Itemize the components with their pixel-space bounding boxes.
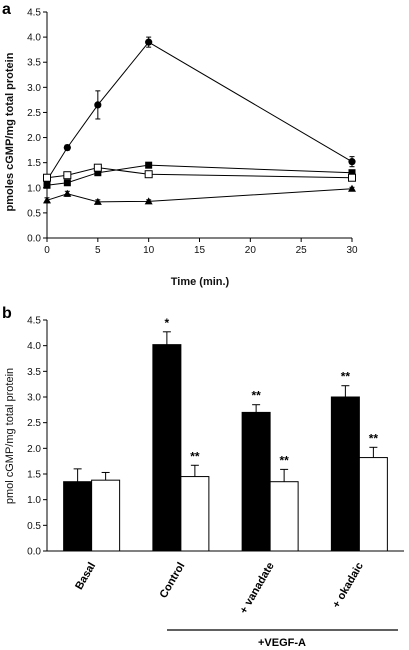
panel-b-bar	[269, 481, 299, 552]
panel-a-point	[63, 171, 72, 180]
panel-a-x-tick-label: 30	[346, 245, 358, 256]
panel-b-category-label: Control	[158, 561, 188, 601]
panel-b-y-tick-label: 4.5	[27, 316, 41, 327]
panel-a-y-tick-label: 4.5	[27, 8, 41, 19]
panel-b-significance-label: *	[165, 316, 170, 330]
panel-a-x-tick-label: 15	[194, 245, 206, 256]
panel-a-x-tick-label: 0	[44, 245, 50, 256]
panel-b-significance-label: **	[190, 449, 200, 463]
panel-a-point	[43, 173, 51, 182]
panel-b-significance-label: **	[369, 431, 379, 445]
panel-b-significance-label: **	[251, 389, 261, 403]
panel-a-point	[144, 197, 153, 205]
group-label: +VEGF-A	[258, 637, 306, 649]
panel-a-point	[94, 101, 102, 109]
panel-b: b pmol cGMP/mg total protein 0.0 0.5 1.0 1.…	[2, 305, 404, 649]
panel-b-bar	[241, 411, 271, 552]
panel-b-significance-label: **	[341, 370, 351, 384]
panel-a-series-line	[46, 41, 353, 181]
panel-b-category-label: Basal	[73, 561, 98, 592]
panel-a-y-tick-label: 2.5	[27, 108, 41, 119]
panel-a-y-tick-label: 1.5	[27, 158, 41, 169]
panel-b-bar	[63, 481, 93, 552]
panel-a-point	[145, 38, 153, 46]
panel-b-y-tick-label: 0.5	[27, 521, 41, 532]
panel-a-point	[144, 170, 153, 179]
panel-a-x-tick-label: 10	[143, 245, 155, 256]
panel-a-series-line	[46, 167, 353, 179]
panel-b-y-tick-label: 0.0	[27, 547, 41, 558]
panel-a-point	[348, 158, 356, 166]
panel-b-bar	[91, 479, 121, 552]
panel-a: a pmoles cGMP/mg total protein Time (min…	[2, 1, 358, 288]
panel-b-bar	[152, 344, 182, 552]
panel-b-bar	[358, 457, 388, 552]
panel-a-point	[43, 196, 51, 204]
panel-b-significance-label: **	[279, 453, 289, 467]
panel-b-y-tick-label: 3.5	[27, 367, 41, 378]
panel-a-point	[348, 169, 356, 177]
panel-b-category-label: + okadaic	[330, 561, 366, 611]
panel-a-point	[93, 163, 102, 172]
panel-a-point	[348, 173, 356, 182]
panel-a-x-axis-label: Time (min.)	[171, 276, 230, 288]
panel-b-y-tick-label: 1.0	[27, 495, 41, 506]
panel-a-point	[93, 197, 102, 205]
panel-b-y-tick-label: 2.5	[27, 418, 41, 429]
panel-a-y-axis-label: pmoles cGMP/mg total protein	[4, 52, 16, 211]
panel-a-y-tick-label: 0.0	[27, 234, 41, 245]
panel-b-bars: Basal***Control****+ vanadate****+ okada…	[63, 316, 388, 617]
panel-b-y-axis-label: pmol cGMP/mg total protein	[4, 368, 16, 504]
panel-a-y-tick-label: 3.5	[27, 58, 41, 69]
panel-a-point	[43, 181, 51, 189]
panel-a-point	[348, 184, 356, 192]
panel-a-series	[43, 36, 356, 205]
panel-b-category-label: + vanadate	[238, 561, 277, 617]
panel-b-y-tick-label: 1.5	[27, 470, 41, 481]
panel-a-point	[94, 169, 102, 177]
panel-a-point	[145, 161, 153, 169]
panel-a-label: a	[2, 1, 11, 18]
panel-b-bar	[180, 476, 210, 552]
panel-b-y-tick-label: 2.0	[27, 444, 41, 455]
panel-a-point	[63, 144, 71, 152]
panel-a-point	[63, 179, 71, 187]
panel-b-y-tick-label: 3.0	[27, 393, 41, 404]
panel-b-y-tick-label: 4.0	[27, 341, 41, 352]
panel-a-y-tick-label: 4.0	[27, 33, 41, 44]
panel-a-y-tick-label: 2.0	[27, 133, 41, 144]
panel-a-series-line	[46, 188, 353, 203]
panel-b-label: b	[2, 305, 12, 322]
panel-a-y-tick-label: 1.0	[27, 183, 41, 194]
panel-a-x-tick-label: 5	[95, 245, 101, 256]
panel-a-axes: 0.0 0.5 1.0 1.5 2.0 2.5 3.0 3.5 4.0 4.5 0 5 10 15 20 25…	[27, 8, 358, 257]
panel-b-bar	[330, 396, 360, 552]
panel-a-x-tick-label: 25	[296, 245, 308, 256]
panel-a-y-tick-label: 0.5	[27, 208, 41, 219]
panel-a-x-tick-label: 20	[245, 245, 257, 256]
panel-a-y-tick-label: 3.0	[27, 83, 41, 94]
panel-a-point	[63, 189, 72, 197]
